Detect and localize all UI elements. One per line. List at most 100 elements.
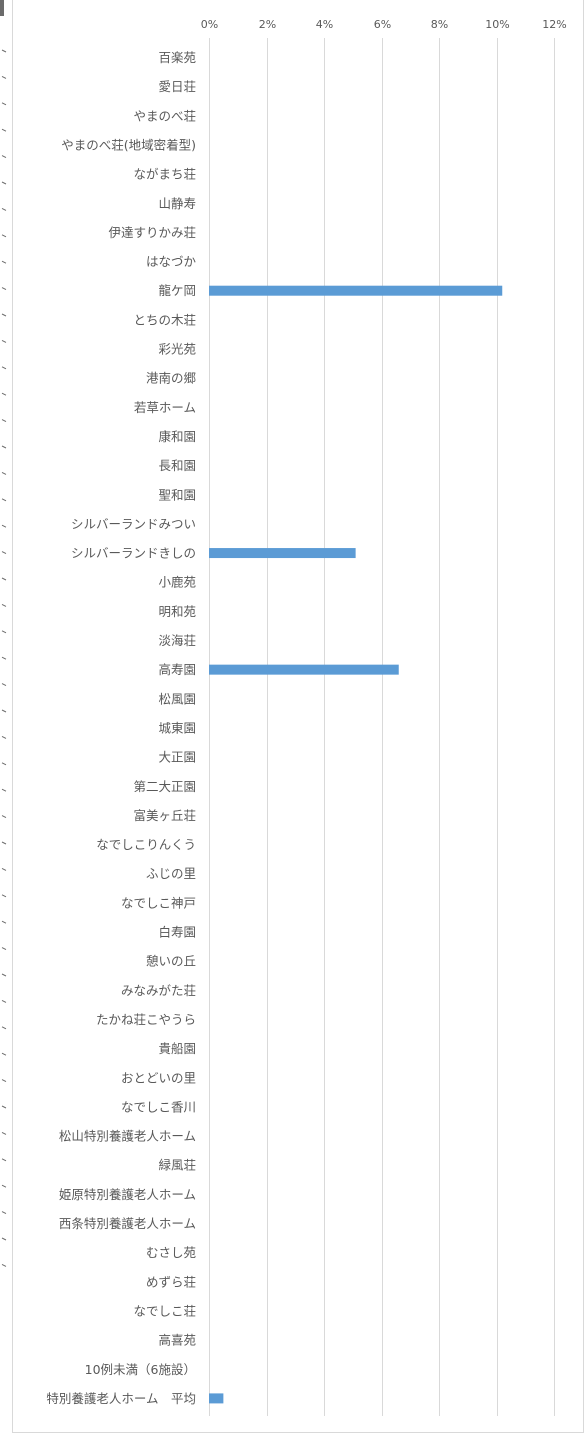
edge-mark xyxy=(1,102,7,106)
category-label: おとどいの里 xyxy=(121,1070,196,1085)
category-label: なでしこ神戸 xyxy=(121,895,196,910)
category-label: なでしこ香川 xyxy=(121,1099,196,1114)
category-label: 貴船園 xyxy=(158,1041,196,1056)
edge-mark xyxy=(1,999,7,1003)
left-edge-rail xyxy=(0,0,12,1434)
bar xyxy=(209,664,399,675)
edge-mark xyxy=(1,1079,7,1083)
edge-mark xyxy=(1,1263,7,1267)
category-label: 富美ヶ丘荘 xyxy=(133,808,196,823)
category-label: シルバーランドみつい xyxy=(71,516,196,531)
edge-mark xyxy=(1,181,7,185)
category-label: とちの木荘 xyxy=(133,312,196,327)
category-label: 若草ホーム xyxy=(134,400,196,415)
edge-mark xyxy=(1,366,7,370)
edge-mark xyxy=(0,0,4,16)
edge-mark xyxy=(1,1131,7,1135)
chart-frame xyxy=(12,0,584,1433)
edge-mark xyxy=(1,1105,7,1109)
edge-mark xyxy=(1,577,7,581)
category-label: 山静寿 xyxy=(158,196,196,211)
bar xyxy=(209,1393,224,1404)
edge-mark xyxy=(1,735,7,739)
category-label: 第二大正園 xyxy=(133,779,196,794)
category-label: なでしこ荘 xyxy=(133,1303,196,1318)
category-label: 緑風荘 xyxy=(158,1158,196,1173)
edge-mark xyxy=(1,155,7,159)
edge-mark xyxy=(1,656,7,660)
category-label: 松山特別養護老人ホーム xyxy=(59,1129,196,1144)
category-label: やまのべ荘(地域密着型) xyxy=(61,137,196,152)
edge-mark xyxy=(1,630,7,634)
category-label: 高寿園 xyxy=(158,662,196,677)
edge-mark xyxy=(1,260,7,264)
category-label: 彩光苑 xyxy=(158,342,196,357)
x-axis-tick-labels: 0% 2% 4% 6% 8% 10% 12% xyxy=(201,18,567,31)
edge-mark xyxy=(1,498,7,502)
category-label: 城東園 xyxy=(158,720,196,735)
category-label: はなづか xyxy=(146,254,197,269)
edge-mark xyxy=(1,471,7,475)
edge-mark xyxy=(1,1052,7,1056)
edge-mark xyxy=(1,49,7,53)
x-tick-label: 2% xyxy=(259,18,276,31)
x-tick-label: 12% xyxy=(542,18,566,31)
category-label: 明和苑 xyxy=(158,604,196,619)
bars xyxy=(209,285,503,1404)
category-label: シルバーランドきしの xyxy=(71,546,196,561)
edge-mark xyxy=(1,1158,7,1162)
edge-mark xyxy=(1,234,7,238)
category-label: 特別養護老人ホーム 平均 xyxy=(46,1391,196,1406)
edge-mark xyxy=(1,392,7,396)
edge-mark xyxy=(1,973,7,977)
edge-mark xyxy=(1,313,7,317)
category-label: 淡海荘 xyxy=(158,633,196,648)
x-tick-label: 0% xyxy=(201,18,218,31)
edge-mark xyxy=(1,207,7,211)
category-label: やまのべ荘 xyxy=(133,108,196,123)
category-label: 高喜苑 xyxy=(158,1333,196,1348)
category-label: なでしこりんくう xyxy=(96,837,196,852)
edge-mark xyxy=(1,551,7,555)
category-label: 西条特別養護老人ホーム xyxy=(59,1216,196,1231)
category-label: 聖和園 xyxy=(158,487,196,502)
category-label: めずら荘 xyxy=(146,1274,196,1289)
x-tick-label: 6% xyxy=(374,18,391,31)
edge-mark xyxy=(1,128,7,132)
left-edge-tick-marks xyxy=(0,0,7,1267)
edge-mark xyxy=(1,894,7,898)
edge-mark xyxy=(1,603,7,607)
category-label: 康和園 xyxy=(158,429,196,444)
edge-mark xyxy=(1,524,7,528)
category-label: 龍ケ岡 xyxy=(158,283,196,298)
category-label: 憩いの丘 xyxy=(146,954,196,969)
edge-mark xyxy=(1,1184,7,1188)
bar xyxy=(209,548,356,559)
category-label: ふじの里 xyxy=(146,866,196,881)
category-label: みなみがた荘 xyxy=(121,983,196,998)
gridlines xyxy=(209,38,555,1416)
category-label: 港南の郷 xyxy=(146,371,197,386)
category-label: 松風園 xyxy=(158,691,196,706)
edge-mark xyxy=(1,1237,7,1241)
x-tick-label: 8% xyxy=(431,18,448,31)
category-label: たかね荘こやうら xyxy=(96,1012,196,1027)
category-label: 姫原特別養護老人ホーム xyxy=(59,1187,196,1202)
category-label: むさし苑 xyxy=(146,1245,197,1260)
category-label: 伊達すりかみ荘 xyxy=(108,225,196,240)
edge-mark xyxy=(1,709,7,713)
edge-mark xyxy=(1,1211,7,1215)
edge-mark xyxy=(1,947,7,951)
category-label: ながまち荘 xyxy=(133,167,196,182)
edge-mark xyxy=(1,419,7,423)
edge-mark xyxy=(1,788,7,792)
category-label: 百楽苑 xyxy=(158,50,196,65)
edge-mark xyxy=(1,339,7,343)
category-label: 大正園 xyxy=(158,750,196,765)
bar xyxy=(209,285,503,296)
x-tick-label: 10% xyxy=(485,18,509,31)
edge-mark xyxy=(1,1026,7,1030)
category-label: 10例未満（6施設） xyxy=(85,1362,196,1377)
